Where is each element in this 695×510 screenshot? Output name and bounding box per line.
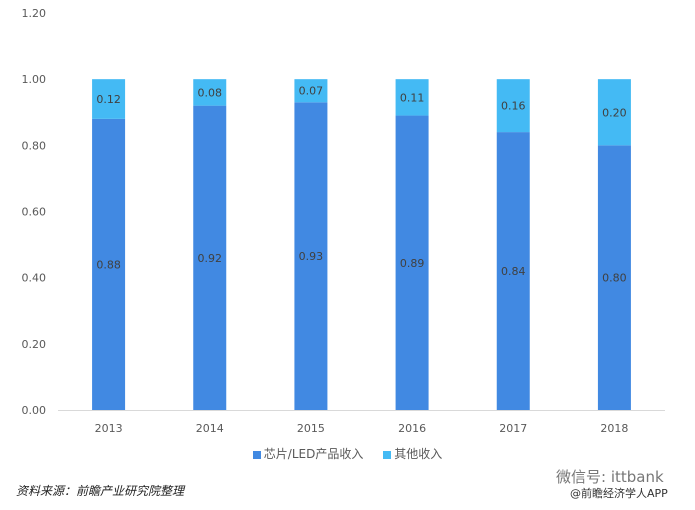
- data-label: 0.11: [400, 91, 425, 104]
- legend-item-other: 其他收入: [383, 445, 442, 462]
- data-label: 0.16: [501, 100, 526, 113]
- wechat-watermark: 微信号: ittbank: [556, 468, 664, 486]
- legend-swatch: [383, 450, 392, 459]
- y-tick-label: 0.40: [22, 272, 47, 285]
- y-tick-label: 0.80: [22, 139, 47, 152]
- data-label: 0.12: [96, 93, 121, 106]
- chart-svg: 0.00 0.20 0.40 0.60 0.80 1.00 1.20 0.88 0.12 2013…: [22, 7, 665, 435]
- data-label: 0.92: [198, 252, 223, 265]
- bar-other: [193, 79, 227, 106]
- data-label: 0.80: [602, 272, 627, 285]
- data-label: 0.20: [602, 106, 627, 119]
- bar-chip: [193, 105, 227, 410]
- legend: 芯片/LED产品收入 其他收入: [0, 445, 695, 462]
- bar-other: [597, 79, 631, 146]
- data-label: 0.88: [96, 258, 121, 271]
- y-tick-label: 0.60: [22, 206, 47, 219]
- bar-chip: [92, 118, 126, 410]
- y-tick-label: 0.20: [22, 338, 47, 351]
- y-tick-label: 1.00: [22, 73, 47, 86]
- bar-chip: [597, 145, 631, 411]
- bar-other: [395, 79, 429, 116]
- legend-item-chip: 芯片/LED产品收入: [252, 445, 364, 462]
- data-label: 0.08: [198, 86, 223, 99]
- data-label: 0.93: [299, 250, 324, 263]
- app-watermark: @前瞻经济学人APP: [570, 487, 668, 500]
- legend-label: 其他收入: [394, 447, 443, 461]
- source-note: 资料来源：前瞻产业研究院整理: [16, 484, 185, 498]
- bar-chip: [395, 115, 429, 410]
- legend-label: 芯片/LED产品收入: [263, 447, 364, 461]
- data-label: 0.07: [299, 85, 324, 98]
- x-tick-label: 2014: [196, 422, 224, 435]
- data-label: 0.84: [501, 265, 526, 278]
- x-tick-label: 2017: [499, 422, 527, 435]
- x-tick-label: 2013: [95, 422, 123, 435]
- bar-chip: [294, 102, 328, 410]
- y-tick-label: 1.20: [22, 7, 47, 20]
- bar-other: [92, 79, 126, 119]
- bar-chip: [496, 132, 530, 410]
- y-tick-label: 0.00: [22, 404, 47, 417]
- x-tick-label: 2015: [297, 422, 325, 435]
- data-label: 0.89: [400, 257, 425, 270]
- x-tick-label: 2018: [600, 422, 628, 435]
- legend-swatch: [252, 450, 261, 459]
- bar-other: [496, 79, 530, 133]
- x-tick-label: 2016: [398, 422, 426, 435]
- bar-other: [294, 79, 328, 103]
